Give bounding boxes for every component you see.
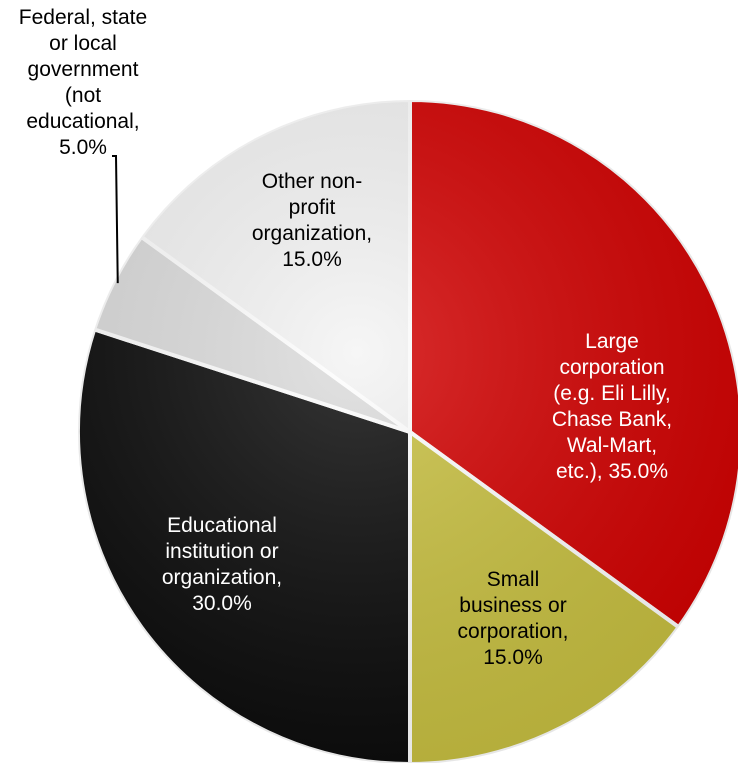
slice-label-line: organization, [252,222,372,245]
slice-label-line: or local [49,32,117,55]
slice-label-educational-institution-or-organization: Educational institution or organization, 30… [162,514,282,615]
slice-label-line: Federal, state [19,6,147,29]
slice-label-line: educational, [26,110,139,133]
slice-label-federal-state-or-local-government-not-educational: Federal, state or local government (not educ… [19,6,147,159]
slice-label-small-business-or-corporation: Small business or corporation, 15.0% [458,568,569,669]
slice-label-line: government [28,58,139,81]
slice-label-line: institution or [165,540,278,563]
slice-label-line: organization, [162,566,282,589]
slice-label-line: (e.g. Eli Lilly, [553,382,670,405]
pie-slices [76,98,738,763]
slice-label-line: 5.0% [59,136,107,159]
slice-label-line: Educational [167,514,277,537]
slice-labels: Large corporation (e.g. Eli Lilly, Chase Ba… [19,6,672,669]
slice-label-line: Other non- [262,170,362,193]
slice-label-line: etc.), 35.0% [556,460,668,483]
slice-label-line: 15.0% [483,646,543,669]
slice-label-line: Chase Bank, [552,408,672,431]
slice-label-other-non-profit-organization: Other non-profit organization, 15.0% [252,170,372,271]
slice-label-line: corporation, [458,620,569,643]
slice-label-line: business or [459,594,566,617]
slice-label-line: 30.0% [192,592,252,615]
slice-label-line: Small [487,568,540,591]
slice-label-large-corporation-e-g-eli-lilly-chase-bank-wal-mart-etc: Large corporation (e.g. Eli Lilly, Chase Ba… [552,330,672,483]
leader-lines [112,155,119,284]
slice-label-line: profit [289,196,336,219]
slice-label-line: corporation [559,356,664,379]
slice-label-line: Wal-Mart, [567,434,657,457]
slice-label-line: 15.0% [282,248,342,271]
slice-label-line: (not [65,84,101,107]
leader-line-federal-state-or-local-government-not-educational [112,155,119,284]
slice-label-line: Large [585,330,639,353]
